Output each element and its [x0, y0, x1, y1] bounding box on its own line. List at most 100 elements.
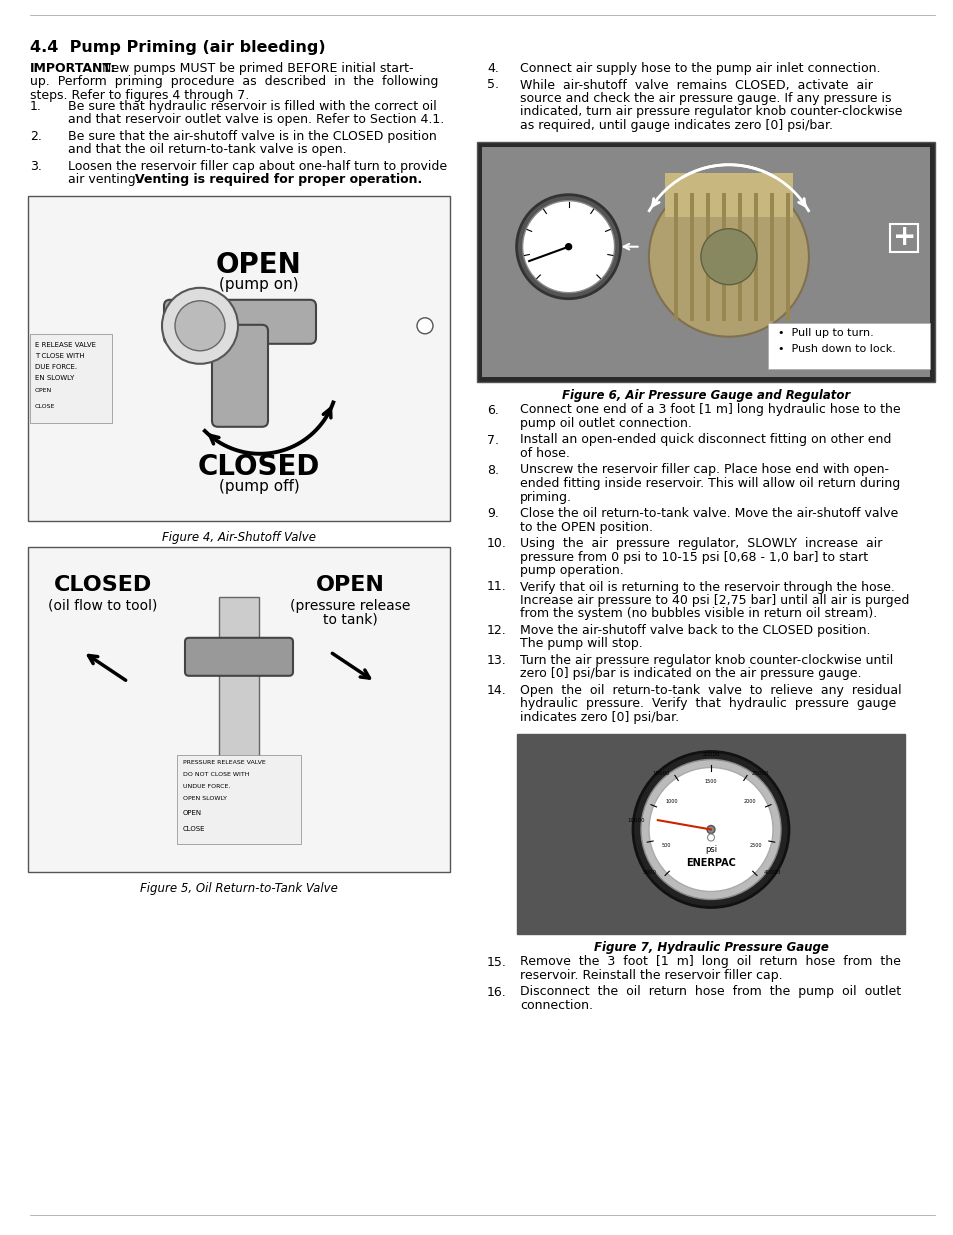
Bar — [517, 734, 904, 934]
Text: connection.: connection. — [519, 999, 593, 1011]
Text: +: + — [892, 222, 916, 251]
Bar — [753, 193, 757, 321]
Text: Open  the  oil  return-to-tank  valve  to  relieve  any  residual: Open the oil return-to-tank valve to rel… — [519, 684, 901, 697]
Text: OPEN SLOWLY: OPEN SLOWLY — [183, 795, 227, 800]
Bar — [737, 193, 741, 321]
Text: pressure from 0 psi to 10-15 psi [0,68 - 1,0 bar] to start: pressure from 0 psi to 10-15 psi [0,68 -… — [519, 551, 867, 563]
Text: pump operation.: pump operation. — [519, 564, 623, 577]
Circle shape — [565, 243, 571, 249]
Text: 10000: 10000 — [627, 819, 644, 824]
Bar — [664, 173, 792, 216]
Text: CLOSED: CLOSED — [197, 453, 320, 480]
Text: and that reservoir outlet valve is open. Refer to Section 4.1.: and that reservoir outlet valve is open.… — [68, 114, 444, 126]
Text: DUE FORCE.: DUE FORCE. — [35, 364, 77, 369]
Bar — [481, 147, 929, 377]
Text: 5000: 5000 — [642, 869, 656, 876]
Text: T CLOSE WITH: T CLOSE WITH — [35, 353, 85, 359]
Bar — [673, 193, 678, 321]
Bar — [476, 142, 934, 382]
Text: 4.4  Pump Priming (air bleeding): 4.4 Pump Priming (air bleeding) — [30, 40, 325, 56]
Bar — [689, 193, 693, 321]
Bar — [28, 196, 450, 521]
Text: Be sure that the air-shutoff valve is in the CLOSED position: Be sure that the air-shutoff valve is in… — [68, 130, 436, 143]
Text: indicates zero [0] psi/bar.: indicates zero [0] psi/bar. — [519, 711, 679, 724]
Text: PRESSURE RELEASE VALVE: PRESSURE RELEASE VALVE — [183, 760, 266, 764]
Circle shape — [517, 195, 620, 299]
Text: CLOSE: CLOSE — [183, 826, 205, 832]
Text: 10.: 10. — [486, 537, 506, 550]
Text: Loosen the reservoir filler cap about one-half turn to provide: Loosen the reservoir filler cap about on… — [68, 159, 447, 173]
Text: •  Pull up to turn.: • Pull up to turn. — [778, 329, 873, 338]
Bar — [721, 193, 725, 321]
Text: OPEN: OPEN — [315, 574, 384, 595]
Text: indicated, turn air pressure regulator knob counter-clockwise: indicated, turn air pressure regulator k… — [519, 105, 902, 119]
Circle shape — [522, 201, 614, 293]
Circle shape — [187, 314, 203, 330]
Text: 1.: 1. — [30, 100, 42, 112]
FancyBboxPatch shape — [177, 755, 301, 844]
Text: source and check the air pressure gauge. If any pressure is: source and check the air pressure gauge.… — [519, 91, 890, 105]
Text: (pump off): (pump off) — [218, 479, 299, 494]
Text: CLOSED: CLOSED — [53, 574, 152, 595]
Text: ended fitting inside reservoir. This will allow oil return during: ended fitting inside reservoir. This wil… — [519, 477, 900, 490]
Text: Connect air supply hose to the pump air inlet connection.: Connect air supply hose to the pump air … — [519, 62, 880, 75]
Text: air venting.: air venting. — [68, 173, 144, 186]
Text: 4.: 4. — [486, 62, 498, 75]
Text: 12.: 12. — [486, 624, 506, 637]
Circle shape — [707, 834, 714, 841]
Text: steps. Refer to figures 4 through 7.: steps. Refer to figures 4 through 7. — [30, 89, 249, 103]
Text: OPEN: OPEN — [183, 810, 202, 816]
Text: ENERPAC: ENERPAC — [685, 857, 735, 867]
Text: 1000: 1000 — [665, 799, 678, 804]
FancyBboxPatch shape — [212, 325, 268, 427]
Circle shape — [640, 760, 781, 899]
Text: 7.: 7. — [486, 433, 498, 447]
Text: 8.: 8. — [486, 463, 498, 477]
Text: Be sure that hydraulic reservoir is filled with the correct oil: Be sure that hydraulic reservoir is fill… — [68, 100, 436, 112]
Text: Venting is required for proper operation.: Venting is required for proper operation… — [134, 173, 422, 186]
Text: DO NOT CLOSE WITH: DO NOT CLOSE WITH — [183, 772, 250, 777]
Text: IMPORTANT:: IMPORTANT: — [30, 62, 116, 75]
Circle shape — [633, 752, 788, 908]
Circle shape — [700, 228, 756, 285]
Text: 6.: 6. — [486, 404, 498, 416]
Text: 2000: 2000 — [743, 799, 756, 804]
Text: Connect one end of a 3 foot [1 m] long hydraulic hose to the: Connect one end of a 3 foot [1 m] long h… — [519, 404, 900, 416]
Text: •  Push down to lock.: • Push down to lock. — [778, 345, 895, 354]
Text: The pump will stop.: The pump will stop. — [519, 637, 642, 651]
Text: 2500: 2500 — [749, 844, 761, 848]
Text: Unscrew the reservoir filler cap. Place hose end with open-: Unscrew the reservoir filler cap. Place … — [519, 463, 888, 477]
Text: Disconnect  the  oil  return  hose  from  the  pump  oil  outlet: Disconnect the oil return hose from the … — [519, 986, 901, 999]
Text: to tank): to tank) — [322, 613, 377, 627]
FancyBboxPatch shape — [164, 300, 315, 343]
FancyBboxPatch shape — [30, 333, 112, 422]
Bar — [785, 193, 789, 321]
Text: as required, until gauge indicates zero [0] psi/bar.: as required, until gauge indicates zero … — [519, 119, 832, 132]
Text: 25000: 25000 — [751, 771, 769, 776]
Text: from the system (no bubbles visible in return oil stream).: from the system (no bubbles visible in r… — [519, 608, 877, 620]
Text: UNDUE FORCE.: UNDUE FORCE. — [183, 784, 230, 789]
Text: Using  the  air  pressure  regulator,  SLOWLY  increase  air: Using the air pressure regulator, SLOWLY… — [519, 537, 882, 550]
Text: 14.: 14. — [486, 684, 506, 697]
Text: While  air-shutoff  valve  remains  CLOSED,  activate  air: While air-shutoff valve remains CLOSED, … — [519, 79, 872, 91]
Bar — [28, 547, 450, 872]
Circle shape — [174, 301, 225, 351]
Text: Figure 5, Oil Return-to-Tank Valve: Figure 5, Oil Return-to-Tank Valve — [140, 882, 337, 895]
Text: (pump on): (pump on) — [219, 277, 298, 291]
Text: Verify that oil is returning to the reservoir through the hose.: Verify that oil is returning to the rese… — [519, 580, 894, 594]
Text: New pumps MUST be primed BEFORE initial start-: New pumps MUST be primed BEFORE initial … — [102, 62, 413, 75]
Text: hydraulic  pressure.  Verify  that  hydraulic  pressure  gauge: hydraulic pressure. Verify that hydrauli… — [519, 698, 895, 710]
FancyBboxPatch shape — [185, 637, 293, 676]
Text: 2.: 2. — [30, 130, 42, 143]
Text: (oil flow to tool): (oil flow to tool) — [49, 599, 157, 613]
Text: 15000: 15000 — [652, 771, 669, 776]
Text: Install an open-ended quick disconnect fitting on other end: Install an open-ended quick disconnect f… — [519, 433, 890, 447]
Text: E RELEASE VALVE: E RELEASE VALVE — [35, 342, 96, 348]
Bar — [769, 193, 773, 321]
Circle shape — [648, 767, 772, 892]
Text: Turn the air pressure regulator knob counter-clockwise until: Turn the air pressure regulator knob cou… — [519, 655, 892, 667]
Text: Increase air pressure to 40 psi [2,75 bar] until all air is purged: Increase air pressure to 40 psi [2,75 ba… — [519, 594, 908, 606]
Text: EN SLOWLY: EN SLOWLY — [35, 374, 74, 380]
Circle shape — [416, 317, 433, 333]
Circle shape — [706, 825, 714, 834]
